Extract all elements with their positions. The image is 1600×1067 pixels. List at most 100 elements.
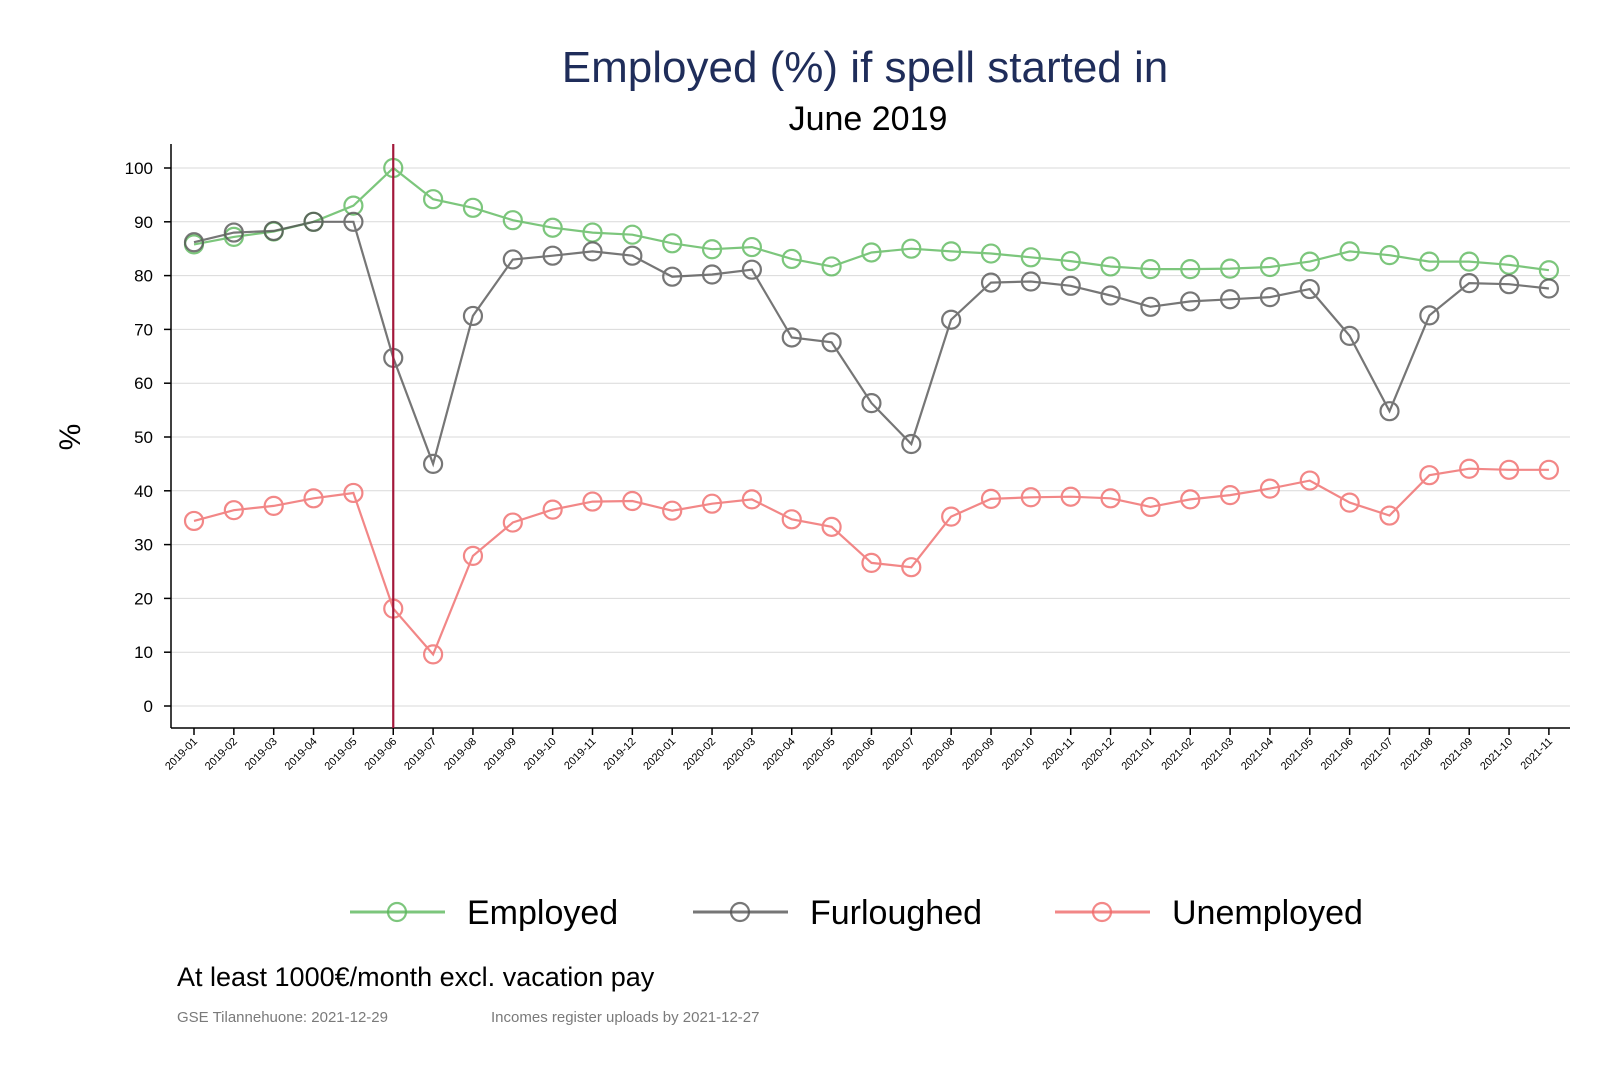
point-employed-2019-05	[343, 195, 364, 216]
point-furloughed-2020-05	[821, 332, 842, 353]
point-furloughed-2020-06	[861, 393, 882, 414]
point-employed-2021-04	[1259, 256, 1281, 278]
y-tick-label-100: 100	[125, 159, 153, 178]
x-tick-label-2020-02: 2020-02	[681, 736, 718, 773]
point-employed-2020-12	[1100, 256, 1121, 277]
point-unemployed-2019-07	[423, 644, 444, 665]
point-unemployed-2021-02	[1180, 489, 1201, 510]
x-tick-label-2021-11: 2021-11	[1519, 736, 1555, 772]
legend-label-employed: Employed	[467, 894, 618, 932]
point-employed-2020-01	[662, 233, 683, 254]
x-tick-label-2021-06: 2021-06	[1319, 736, 1356, 773]
point-furloughed-2021-03	[1219, 289, 1241, 310]
x-tick-label-2019-03: 2019-03	[243, 736, 280, 773]
source-date: GSE Tilannehuone: 2021-12-29	[177, 1009, 388, 1026]
point-furloughed-2020-07	[901, 433, 922, 455]
footnote: At least 1000€/month excl. vacation pay	[177, 962, 655, 992]
source-register: Incomes register uploads by 2021-12-27	[491, 1009, 760, 1026]
point-unemployed-2021-04	[1259, 478, 1281, 499]
point-employed-2021-08	[1419, 251, 1440, 272]
point-furloughed-2021-10	[1498, 274, 1520, 295]
point-furloughed-2020-09	[980, 272, 1002, 293]
point-employed-2020-02	[701, 239, 723, 260]
x-tick-label-2021-05: 2021-05	[1279, 736, 1316, 773]
series-unemployed	[183, 458, 1560, 665]
point-unemployed-2020-10	[1020, 487, 1041, 508]
y-axis-label: %	[54, 424, 87, 451]
series-furloughed	[183, 211, 1560, 474]
point-unemployed-2021-03	[1219, 485, 1241, 506]
x-tick-label-2021-02: 2021-02	[1159, 736, 1196, 773]
point-furloughed-2019-01	[183, 232, 205, 253]
x-tick-label-2019-07: 2019-07	[402, 736, 439, 773]
y-axis-ticks: 0 10 20 30 40 50 60 70 80 90 100	[125, 159, 171, 716]
point-unemployed-2019-01	[183, 510, 205, 532]
point-furloughed-2021-11	[1538, 278, 1560, 299]
point-furloughed-2020-08	[941, 309, 962, 330]
point-unemployed-2021-07	[1379, 505, 1400, 526]
y-tick-label-30: 30	[134, 536, 153, 555]
point-furloughed-2019-09	[502, 249, 523, 270]
point-unemployed-2020-12	[1100, 488, 1121, 509]
legend-item-unemployed: Unemployed	[1055, 894, 1363, 932]
point-employed-2020-08	[941, 241, 962, 262]
point-employed-2021-10	[1498, 254, 1520, 275]
y-tick-label-80: 80	[134, 267, 153, 286]
x-tick-label-2019-11: 2019-11	[562, 736, 598, 772]
point-unemployed-2020-06	[861, 552, 882, 573]
series-employed	[183, 157, 1560, 281]
point-employed-2021-03	[1219, 258, 1241, 279]
point-unemployed-2020-11	[1060, 486, 1081, 507]
point-unemployed-2020-04	[781, 509, 802, 530]
point-unemployed-2020-03	[741, 489, 763, 510]
x-tick-label-2020-05: 2020-05	[801, 736, 838, 773]
legend-label-furloughed: Furloughed	[810, 894, 982, 932]
legend-marker-unemployed	[1091, 901, 1113, 923]
legend-marker-employed	[386, 901, 408, 923]
legend-item-furloughed: Furloughed	[693, 894, 982, 932]
point-furloughed-2019-05	[343, 211, 364, 232]
point-unemployed-2019-10	[542, 499, 563, 520]
point-unemployed-2021-06	[1339, 492, 1360, 513]
x-tick-label-2021-08: 2021-08	[1398, 736, 1435, 773]
x-axis-ticks: 2019-01 2019-02 2019-03 2019-04 2019-05 2019-…	[163, 728, 1555, 773]
point-furloughed-2021-02	[1180, 291, 1201, 312]
chart-title: Employed (%) if spell started in	[562, 43, 1168, 92]
point-employed-2021-09	[1459, 251, 1480, 272]
point-employed-2019-10	[542, 217, 563, 238]
x-tick-label-2019-02: 2019-02	[203, 736, 240, 773]
point-unemployed-2020-08	[941, 506, 962, 527]
x-tick-label-2019-04: 2019-04	[283, 736, 320, 773]
point-unemployed-2019-04	[303, 488, 324, 509]
point-employed-2020-10	[1020, 247, 1041, 268]
point-employed-2020-04	[781, 248, 802, 270]
series-line-unemployed	[193, 467, 1549, 657]
point-employed-2020-07	[901, 238, 922, 259]
point-furloughed-2019-04	[303, 211, 324, 232]
x-tick-label-2019-09: 2019-09	[482, 736, 519, 773]
point-employed-2020-03	[741, 236, 763, 258]
point-furloughed-2020-10	[1020, 271, 1041, 292]
point-unemployed-2020-02	[701, 493, 723, 514]
y-tick-label-20: 20	[134, 589, 153, 608]
point-unemployed-2019-09	[502, 512, 523, 533]
x-tick-label-2021-01: 2021-01	[1119, 736, 1156, 773]
x-tick-label-2020-04: 2020-04	[761, 736, 798, 773]
point-furloughed-2019-02	[223, 222, 244, 243]
point-furloughed-2019-12	[622, 245, 643, 266]
x-tick-label-2020-10: 2020-10	[1000, 736, 1037, 773]
series-layer	[183, 157, 1560, 665]
point-furloughed-2020-02	[701, 264, 723, 285]
point-unemployed-2021-08	[1419, 465, 1440, 486]
point-unemployed-2020-05	[821, 516, 842, 537]
point-employed-2019-08	[462, 197, 484, 218]
point-employed-2019-12	[622, 224, 643, 245]
x-tick-label-2021-04: 2021-04	[1239, 736, 1276, 773]
point-unemployed-2020-09	[980, 488, 1002, 509]
point-unemployed-2019-11	[582, 491, 603, 512]
point-furloughed-2019-10	[542, 245, 563, 266]
point-furloughed-2019-08	[462, 305, 484, 327]
x-tick-label-2021-09: 2021-09	[1438, 736, 1475, 773]
point-employed-2020-11	[1060, 250, 1081, 272]
y-tick-label-0: 0	[144, 697, 153, 716]
